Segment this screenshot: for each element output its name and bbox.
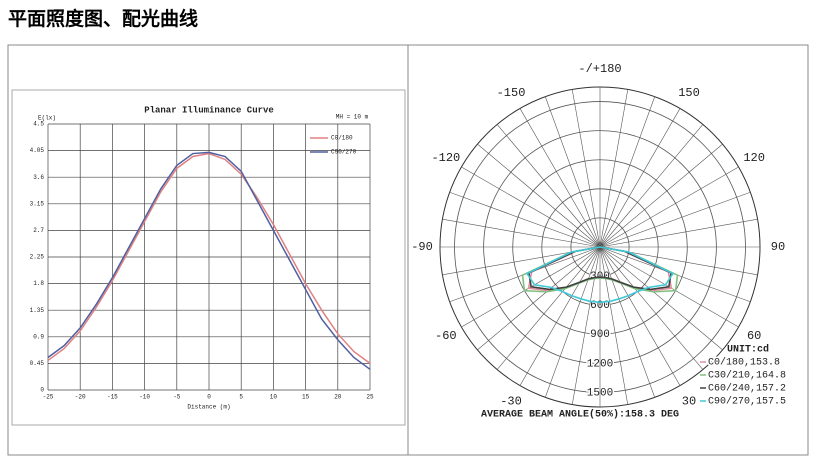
spoke xyxy=(477,246,601,351)
spoke xyxy=(544,96,601,248)
y-tick-label: 4.05 xyxy=(30,147,45,154)
angle-label: -120 xyxy=(431,151,460,165)
x-tick-label: 5 xyxy=(239,394,243,401)
y-tick-label: 2.7 xyxy=(33,227,44,234)
spoke xyxy=(442,218,601,248)
x-tick-label: 25 xyxy=(366,394,374,401)
spoke xyxy=(599,124,704,248)
y-tick-label: 0.45 xyxy=(30,360,45,367)
spoke xyxy=(496,246,601,370)
x-tick-label: 20 xyxy=(334,394,342,401)
y-tick-label: 0.9 xyxy=(33,333,44,340)
spoke xyxy=(519,246,601,386)
spoke xyxy=(477,143,601,248)
y-tick-label: 0 xyxy=(40,387,44,394)
legend-label: C90/270 xyxy=(331,149,357,156)
chart-title: Planar Illuminance Curve xyxy=(144,105,274,115)
y-tick-label: 3.6 xyxy=(33,174,44,181)
x-tick-label: -15 xyxy=(107,394,118,401)
annotation: MH = 10 m xyxy=(336,114,369,121)
heading: 平面照度图、配光曲线 xyxy=(8,8,199,30)
series-line xyxy=(47,152,371,365)
spoke xyxy=(599,218,758,248)
angle-label: 60 xyxy=(747,329,761,343)
x-tick-label: -20 xyxy=(75,394,86,401)
angle-label: 90 xyxy=(771,240,785,254)
angle-label: -/+180 xyxy=(578,62,621,76)
spoke xyxy=(599,108,681,248)
angle-label: -60 xyxy=(435,329,457,343)
angle-label: -90 xyxy=(411,240,433,254)
spoke xyxy=(599,166,739,248)
x-tick-label: -10 xyxy=(139,394,150,401)
legend-label: C0/180,153.8 xyxy=(708,357,780,369)
footer: AVERAGE BEAM ANGLE(50%):158.3 DEG xyxy=(481,409,679,421)
spoke xyxy=(599,246,723,351)
spoke xyxy=(519,108,601,248)
spoke xyxy=(599,89,629,248)
series-curve xyxy=(521,246,679,293)
chart-frame xyxy=(11,89,406,426)
series-curve xyxy=(528,246,672,291)
y-tick-label: 3.15 xyxy=(30,200,45,207)
legend-label: C90/270,157.5 xyxy=(708,396,786,408)
spoke xyxy=(599,143,723,248)
x-tick-label: 15 xyxy=(302,394,310,401)
legend-label: C0/180 xyxy=(331,135,353,142)
angle-label: 150 xyxy=(678,86,700,100)
spoke xyxy=(461,166,601,248)
y-tick-label: 2.25 xyxy=(30,254,45,261)
spoke xyxy=(599,96,656,248)
spoke xyxy=(571,89,601,248)
angle-label: 120 xyxy=(743,151,765,165)
y-label: E(lx) xyxy=(38,115,56,122)
series-curve xyxy=(525,246,675,304)
y-tick-label: 4.5 xyxy=(33,121,44,128)
y-tick-label: 1.35 xyxy=(30,307,45,314)
spoke xyxy=(544,246,601,398)
series-line xyxy=(47,151,371,370)
spoke xyxy=(599,191,751,248)
spoke xyxy=(496,124,601,248)
spoke xyxy=(571,246,601,405)
x-tick-label: -5 xyxy=(173,394,181,401)
y-tick-label: 1.8 xyxy=(33,280,44,287)
legend-label: C30/210,164.8 xyxy=(708,370,786,382)
spoke xyxy=(449,191,601,248)
angle-label: -30 xyxy=(500,394,522,408)
legend-label: C60/240,157.2 xyxy=(708,383,786,395)
x-label: Distance (m) xyxy=(187,404,230,411)
unit-label: UNIT:cd xyxy=(727,344,769,356)
spoke xyxy=(599,246,629,405)
angle-label: 30 xyxy=(682,394,696,408)
spoke xyxy=(599,246,681,386)
angle-label: -150 xyxy=(497,86,526,100)
spoke xyxy=(599,246,656,398)
x-tick-label: -25 xyxy=(43,394,54,401)
x-tick-label: 0 xyxy=(207,394,211,401)
spoke xyxy=(599,246,704,370)
x-tick-label: 10 xyxy=(270,394,278,401)
